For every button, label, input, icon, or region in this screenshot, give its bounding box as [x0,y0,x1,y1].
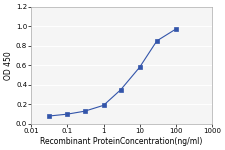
Y-axis label: OD 450: OD 450 [4,51,13,80]
X-axis label: Recombinant ProteinConcentration(ng/ml): Recombinant ProteinConcentration(ng/ml) [40,137,203,146]
